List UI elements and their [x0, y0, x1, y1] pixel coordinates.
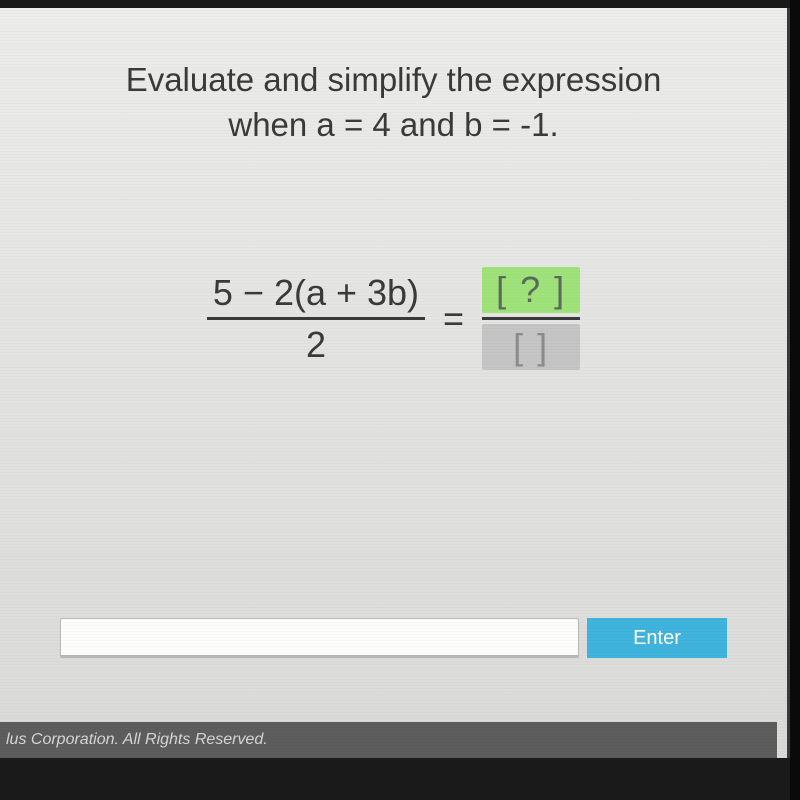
prompt-line-2: when a = 4 and b = -1.	[0, 103, 787, 148]
answer-input[interactable]	[60, 618, 579, 658]
expression-numerator: 5 − 2(a + 3b)	[207, 272, 425, 313]
monitor-bezel	[790, 0, 800, 800]
answer-fraction: [ ? ] [ ]	[482, 267, 580, 370]
equals-sign: =	[443, 298, 464, 340]
content-screen: Evaluate and simplify the expression whe…	[0, 8, 790, 758]
expression-fraction: 5 − 2(a + 3b) 2	[207, 272, 425, 366]
answer-denominator-box[interactable]: [ ]	[482, 324, 580, 370]
copyright-footer: lus Corporation. All Rights Reserved.	[0, 722, 777, 758]
answer-numerator-box[interactable]: [ ? ]	[482, 267, 580, 313]
question-prompt: Evaluate and simplify the expression whe…	[0, 8, 787, 147]
enter-button[interactable]: Enter	[587, 618, 727, 658]
answer-fraction-bar	[482, 317, 580, 320]
expression-denominator: 2	[300, 324, 332, 365]
footer-text: lus Corporation. All Rights Reserved.	[6, 731, 268, 749]
fraction-bar	[207, 317, 425, 320]
equation: 5 − 2(a + 3b) 2 = [ ? ] [ ]	[0, 267, 787, 370]
prompt-line-1: Evaluate and simplify the expression	[0, 58, 787, 103]
answer-input-row: Enter	[60, 618, 727, 658]
